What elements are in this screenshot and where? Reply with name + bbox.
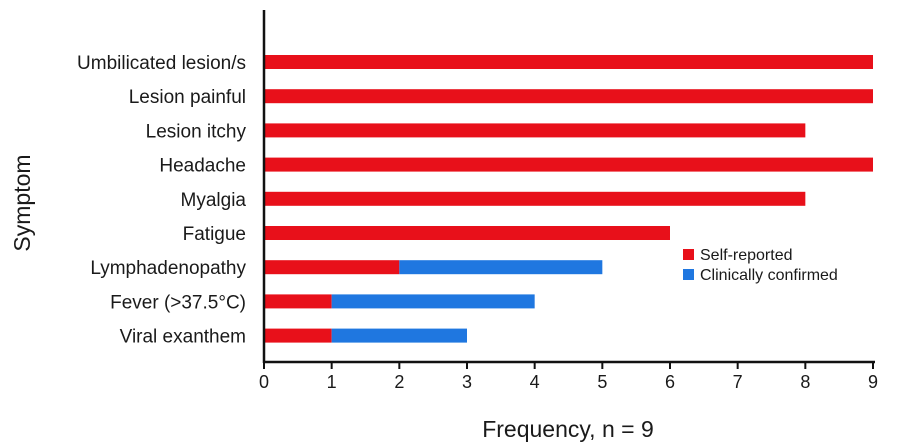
- x-tick-label: 3: [462, 372, 472, 392]
- legend-swatch-self-reported: [683, 249, 694, 260]
- category-label: Lymphadenopathy: [90, 258, 246, 279]
- bar-self-reported-2: [264, 123, 806, 138]
- category-label: Fever (>37.5°C): [110, 292, 246, 313]
- x-axis-title: Frequency, n = 9: [482, 416, 654, 442]
- x-tick-label: 7: [733, 372, 743, 392]
- bar-self-reported-8: [264, 328, 332, 343]
- legend-swatch-clinically-confirmed: [683, 269, 694, 280]
- x-tick-label: 9: [868, 372, 878, 392]
- category-label: Lesion itchy: [146, 121, 247, 142]
- category-label: Lesion painful: [129, 87, 246, 108]
- x-tick-label: 8: [800, 372, 810, 392]
- x-tick-label: 6: [665, 372, 675, 392]
- bar-self-reported-5: [264, 226, 670, 240]
- x-tick-label: 0: [259, 372, 269, 392]
- x-tick-label: 4: [530, 372, 540, 392]
- category-label: Headache: [159, 156, 246, 177]
- category-label: Viral exanthem: [120, 327, 246, 348]
- bars-group: [264, 55, 873, 343]
- category-label: Myalgia: [181, 190, 247, 211]
- category-label: Umbilicated lesion/s: [77, 53, 246, 74]
- x-tick-label: 1: [327, 372, 337, 392]
- y-axis-title: Symptom: [9, 154, 35, 251]
- legend-label-self-reported: Self-reported: [700, 247, 793, 264]
- x-tick-label: 2: [394, 372, 404, 392]
- bar-self-reported-3: [264, 157, 873, 172]
- bar-self-reported-0: [264, 55, 873, 69]
- legend: Self-reported Clinically confirmed: [683, 247, 838, 284]
- bar-self-reported-7: [264, 294, 332, 309]
- category-labels-group: Umbilicated lesion/s Lesion painful Lesion…: [77, 53, 246, 348]
- legend-label-clinically-confirmed: Clinically confirmed: [700, 267, 838, 284]
- bar-self-reported-6: [264, 260, 400, 275]
- category-label: Fatigue: [183, 224, 246, 245]
- x-tick-label: 5: [597, 372, 607, 392]
- bar-clinically-confirmed-8: [331, 328, 467, 343]
- bar-self-reported-1: [264, 89, 873, 104]
- bar-clinically-confirmed-7: [331, 294, 535, 309]
- x-ticks-group: 0 1 2 3 4 5 6 7 8 9: [259, 362, 878, 392]
- bar-self-reported-4: [264, 191, 806, 206]
- bar-clinically-confirmed-6: [399, 260, 603, 275]
